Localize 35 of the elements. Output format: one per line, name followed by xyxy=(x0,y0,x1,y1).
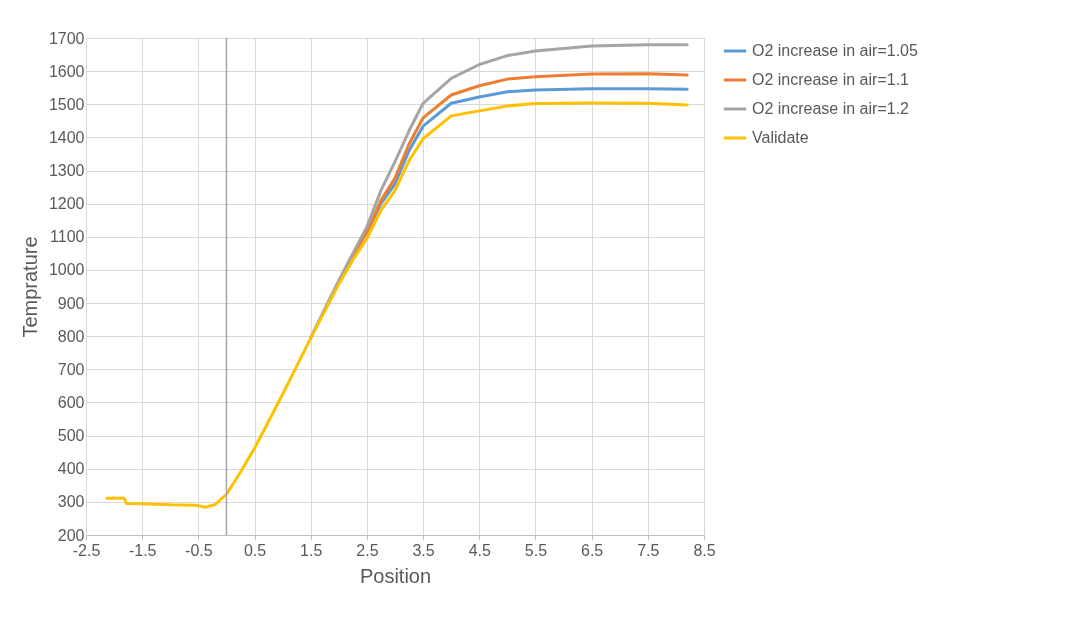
y-tick-label: 300 xyxy=(57,493,85,511)
x-tick-label: 7.5 xyxy=(637,541,660,559)
x-tick-label: 1.5 xyxy=(300,541,323,559)
y-tick-label: 1400 xyxy=(48,128,85,146)
y-tick-label: 1200 xyxy=(48,195,85,213)
x-tick-label: -1.5 xyxy=(128,541,157,559)
legend-label: Validate xyxy=(752,129,809,146)
y-tick-label: 1300 xyxy=(48,162,85,180)
y-axis-title: Temprature xyxy=(18,236,41,338)
y-tick-label: 1700 xyxy=(48,29,85,47)
y-tick-label: 400 xyxy=(57,460,85,478)
x-tick-label: 3.5 xyxy=(412,541,435,559)
y-tick-label: 1600 xyxy=(48,62,85,80)
y-tick-label: 900 xyxy=(57,294,85,312)
x-tick-label: 6.5 xyxy=(581,541,604,559)
x-tick-label: -2.5 xyxy=(72,541,101,559)
x-tick-label: -0.5 xyxy=(185,541,213,559)
y-tick-label: 1500 xyxy=(48,95,85,113)
legend-label: O2 increase in air=1.05 xyxy=(752,42,918,59)
y-tick-label: 1000 xyxy=(48,261,85,279)
y-tick-label: 600 xyxy=(57,393,85,411)
x-tick-label: 4.5 xyxy=(468,541,491,559)
line-series xyxy=(105,101,689,509)
y-tick-label: 500 xyxy=(57,427,85,445)
y-tick-label: 700 xyxy=(57,360,85,378)
x-tick-label: 0.5 xyxy=(243,541,267,559)
x-tick-label: 5.5 xyxy=(524,541,548,559)
y-tick-label: 1100 xyxy=(50,228,85,246)
x-axis-title: Position xyxy=(359,564,432,587)
y-tick-label: 800 xyxy=(57,327,85,345)
legend-label: O2 increase in air=1.2 xyxy=(752,100,910,117)
x-tick-label: 2.5 xyxy=(356,541,379,559)
x-tick-label: 8.5 xyxy=(693,541,716,559)
legend-label: O2 increase in air=1.1 xyxy=(752,71,910,88)
y-tick-label: 200 xyxy=(57,526,85,544)
